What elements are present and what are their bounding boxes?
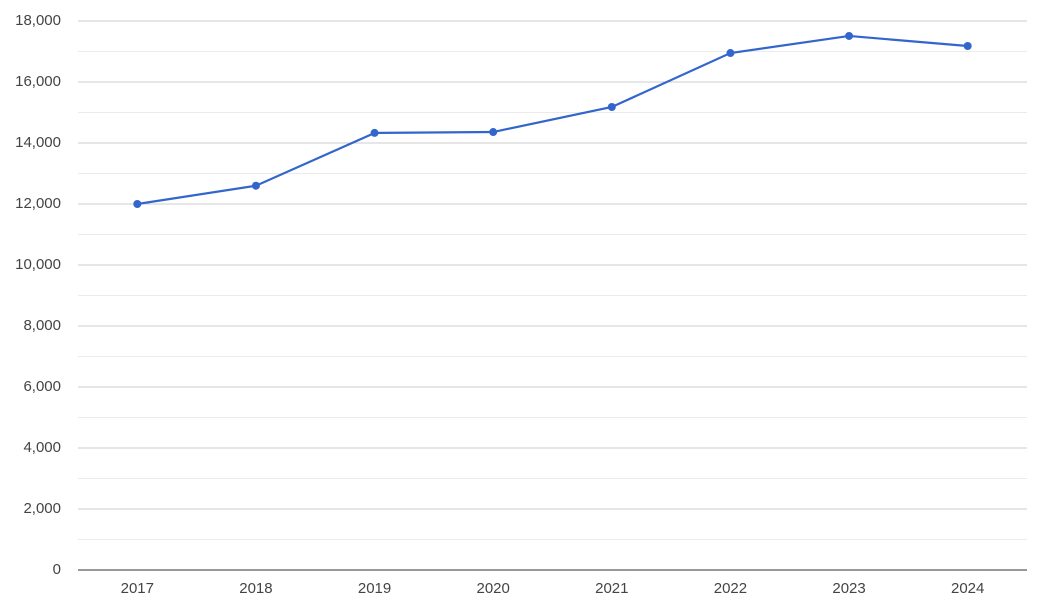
point <box>845 31 854 40</box>
y-tick-label: 2,000 <box>23 500 61 517</box>
point <box>607 103 616 112</box>
y-tick-label: 4,000 <box>23 439 61 456</box>
y-tick-label: 6,000 <box>23 378 61 395</box>
x-tick-label: 2020 <box>477 580 510 597</box>
x-tick-label: 2024 <box>951 580 984 597</box>
x-tick-label: 2019 <box>358 580 391 597</box>
y-tick-label: 12,000 <box>15 195 61 212</box>
x-tick-label: 2023 <box>832 580 865 597</box>
point <box>489 128 498 137</box>
y-tick-label: 14,000 <box>15 134 61 151</box>
point <box>370 128 379 137</box>
line <box>137 34 968 206</box>
y-tick-label: 18,000 <box>15 12 61 29</box>
x-tick-label: 2021 <box>595 580 628 597</box>
y-tick-label: 16,000 <box>15 73 61 90</box>
x-tick-label: 2022 <box>714 580 747 597</box>
y-tick-label: 0 <box>53 561 61 578</box>
point <box>726 49 735 58</box>
y-tick-label: 10,000 <box>15 256 61 273</box>
point <box>133 200 142 208</box>
point <box>251 181 260 190</box>
point <box>963 42 972 51</box>
x-tick-label: 2017 <box>121 580 154 597</box>
x-tick-label: 2018 <box>239 580 272 597</box>
y-tick-label: 8,000 <box>23 317 61 334</box>
